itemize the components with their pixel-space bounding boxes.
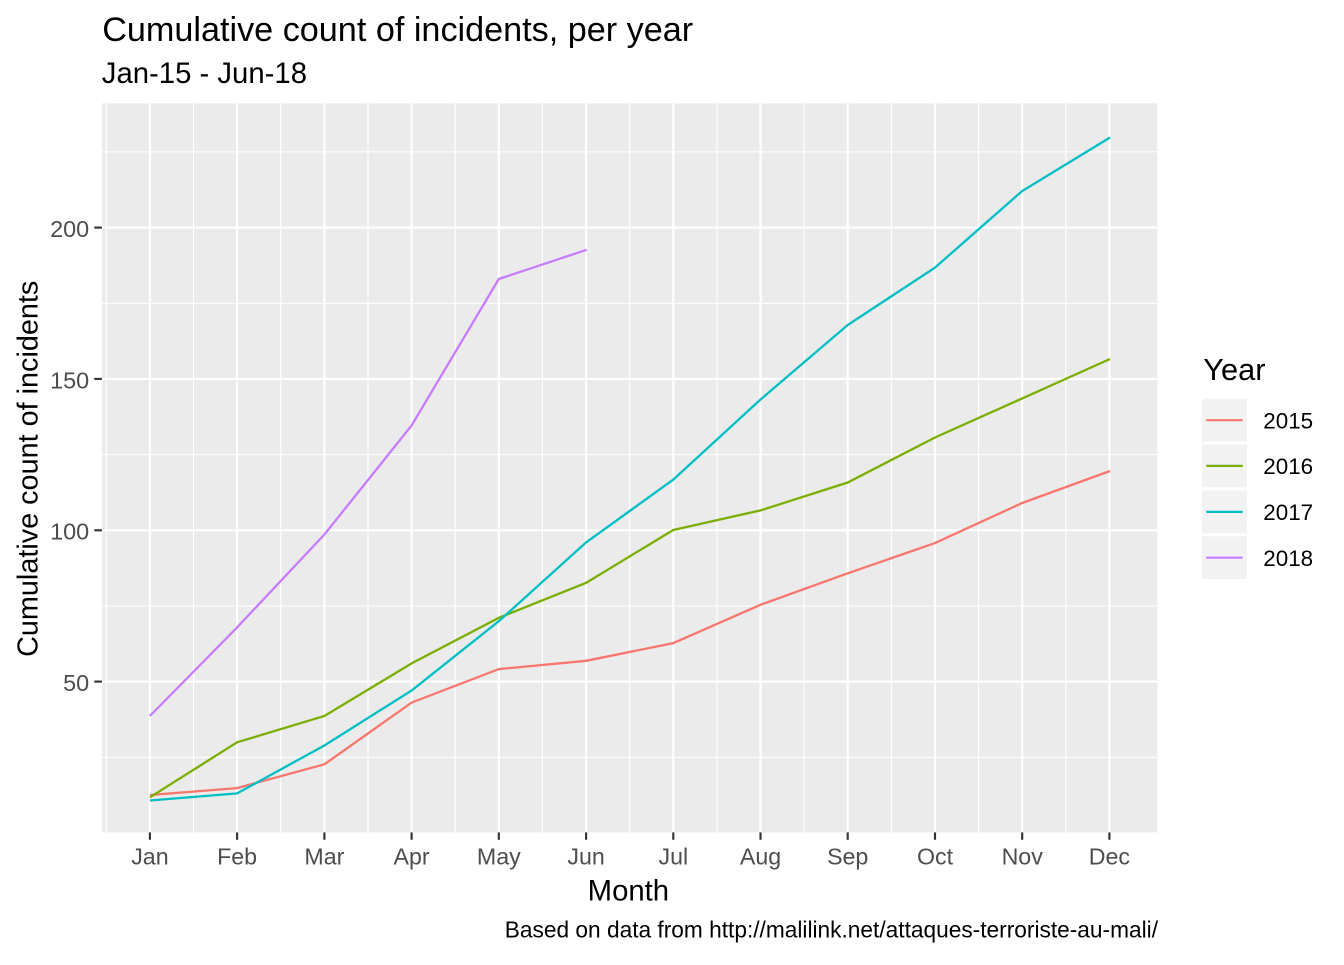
svg-text:Month: Month bbox=[588, 874, 669, 907]
svg-text:2017: 2017 bbox=[1263, 500, 1313, 525]
svg-text:Mar: Mar bbox=[304, 844, 344, 870]
svg-text:Jan-15 - Jun-18: Jan-15 - Jun-18 bbox=[102, 57, 307, 90]
svg-text:Based on data from http://mali: Based on data from http://malilink.net/a… bbox=[505, 916, 1159, 942]
svg-text:Sep: Sep bbox=[827, 844, 868, 870]
svg-text:Apr: Apr bbox=[394, 844, 430, 870]
svg-text:50: 50 bbox=[63, 670, 89, 696]
svg-text:Aug: Aug bbox=[740, 844, 781, 870]
svg-text:Jan: Jan bbox=[131, 844, 168, 870]
svg-text:2016: 2016 bbox=[1263, 454, 1313, 479]
svg-text:Jul: Jul bbox=[658, 844, 688, 870]
svg-text:Oct: Oct bbox=[917, 844, 954, 870]
svg-text:2018: 2018 bbox=[1263, 546, 1313, 571]
svg-text:200: 200 bbox=[50, 216, 89, 242]
svg-text:Cumulative count of incidents,: Cumulative count of incidents, per year bbox=[102, 11, 693, 49]
svg-text:Jun: Jun bbox=[567, 844, 604, 870]
svg-text:Nov: Nov bbox=[1002, 844, 1044, 870]
svg-text:Cumulative count of incidents: Cumulative count of incidents bbox=[13, 281, 45, 657]
svg-text:Feb: Feb bbox=[217, 844, 257, 870]
svg-text:150: 150 bbox=[50, 367, 89, 393]
svg-text:May: May bbox=[477, 844, 521, 870]
svg-text:100: 100 bbox=[50, 519, 89, 545]
svg-text:2015: 2015 bbox=[1263, 409, 1313, 434]
svg-text:Dec: Dec bbox=[1089, 844, 1130, 870]
svg-text:Year: Year bbox=[1203, 352, 1265, 387]
